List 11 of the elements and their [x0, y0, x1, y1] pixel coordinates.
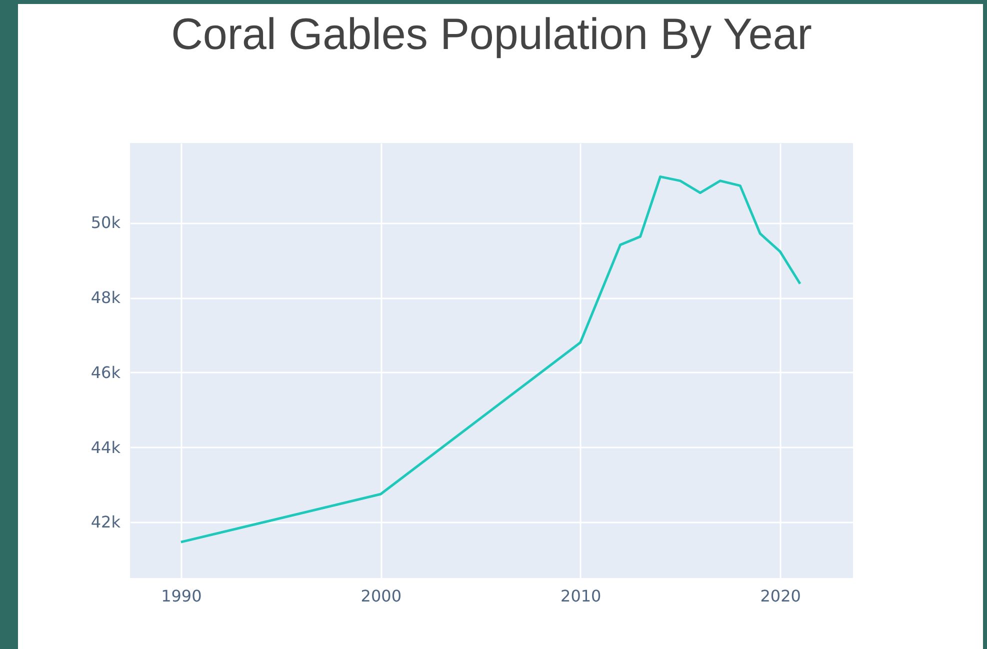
x-tick-label: 2020	[760, 586, 801, 606]
y-tick-label: 46k	[90, 362, 122, 382]
chart-title: Coral Gables Population By Year	[171, 10, 812, 59]
y-tick-label: 48k	[90, 288, 122, 308]
y-tick-label: 44k	[90, 438, 122, 457]
x-tick-label: 2010	[560, 586, 602, 606]
line-series	[180, 175, 802, 544]
x-tick-label: 2000	[360, 586, 402, 606]
y-tick-label: 42k	[90, 512, 122, 532]
y-tick-label: 50k	[90, 213, 122, 232]
x-tick-label: 1990	[161, 586, 202, 606]
